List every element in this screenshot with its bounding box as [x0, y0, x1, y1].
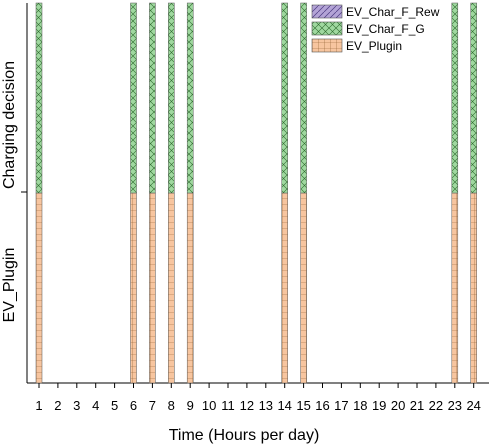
bar-ev-plugin-hour-6 — [130, 192, 137, 384]
x-tick-label-6: 6 — [130, 398, 137, 413]
x-tick-label-19: 19 — [372, 398, 386, 413]
legend: EV_Char_F_Rew EV_Char_F_G EV_Plugin — [311, 4, 440, 53]
x-tick-label-14: 14 — [277, 398, 291, 413]
legend-label-ev-char-f-rew: EV_Char_F_Rew — [346, 5, 440, 19]
bar-ev-char-f-g-hour-24 — [470, 2, 477, 194]
x-tick-label-4: 4 — [92, 398, 99, 413]
bar-ev-char-f-g-hour-14 — [281, 2, 288, 194]
bar-ev-plugin-hour-7 — [149, 192, 156, 384]
bar-ev-char-f-g-hour-6 — [130, 2, 137, 194]
x-tick-label-11: 11 — [221, 398, 235, 413]
legend-swatch-ev-plugin — [311, 38, 343, 53]
x-tick-label-13: 13 — [259, 398, 273, 413]
x-tick-label-20: 20 — [391, 398, 405, 413]
bar-ev-plugin-hour-1 — [35, 192, 43, 384]
x-tick-label-10: 10 — [202, 398, 216, 413]
x-axis-title: Time (Hours per day) — [169, 427, 320, 444]
bar-ev-char-f-g-hour-23 — [451, 2, 459, 194]
bar-ev-plugin-hour-9 — [186, 192, 194, 384]
plot-area: 1 2 3 4 5 6 7 8 9 10 11 12 13 14 15 16 17 18 19 20 21 22 23 24 — [21, 2, 489, 413]
x-tick-label-21: 21 — [410, 398, 424, 413]
x-tick-label-8: 8 — [168, 398, 175, 413]
x-tick-label-17: 17 — [334, 398, 348, 413]
x-tick-label-22: 22 — [429, 398, 443, 413]
legend-label-ev-char-f-g: EV_Char_F_G — [346, 22, 425, 36]
x-tick-label-5: 5 — [111, 398, 118, 413]
x-tick-label-23: 23 — [448, 398, 462, 413]
x-tick-label-24: 24 — [466, 398, 480, 413]
legend-label-ev-plugin: EV_Plugin — [346, 39, 402, 53]
x-tick-label-9: 9 — [187, 398, 194, 413]
y-axis-label-top: Charging decision — [1, 61, 18, 189]
x-tick-label-15: 15 — [296, 398, 310, 413]
bar-ev-plugin-hour-15 — [300, 192, 307, 384]
bar-ev-char-f-g-hour-9 — [186, 2, 194, 194]
x-tick-label-7: 7 — [149, 398, 156, 413]
bar-ev-plugin-hour-8 — [168, 192, 175, 384]
bar-ev-plugin-hour-23 — [451, 192, 459, 384]
bar-ev-plugin-hour-24 — [470, 192, 477, 384]
x-tick-label-12: 12 — [240, 398, 254, 413]
x-ticks-layer: 1 2 3 4 5 6 7 8 9 10 11 12 13 14 15 16 17 18 19 20 21 22 23 24 — [35, 383, 481, 413]
x-tick-label-18: 18 — [353, 398, 367, 413]
x-tick-label-1: 1 — [35, 398, 42, 413]
legend-swatch-ev-char-f-g — [311, 21, 343, 36]
x-tick-label-16: 16 — [315, 398, 329, 413]
bar-ev-char-f-g-hour-1 — [35, 2, 43, 194]
legend-swatch-ev-char-f-rew — [311, 4, 343, 19]
x-tick-label-2: 2 — [54, 398, 61, 413]
bar-ev-char-f-g-hour-7 — [149, 2, 156, 194]
bar-ev-plugin-hour-14 — [281, 192, 288, 384]
x-tick-label-3: 3 — [73, 398, 80, 413]
y-axis-label-bottom: EV_Plugin — [1, 248, 18, 323]
bars-layer — [35, 2, 477, 384]
bar-ev-char-f-g-hour-15 — [300, 2, 307, 194]
bar-ev-char-f-g-hour-8 — [168, 2, 175, 194]
